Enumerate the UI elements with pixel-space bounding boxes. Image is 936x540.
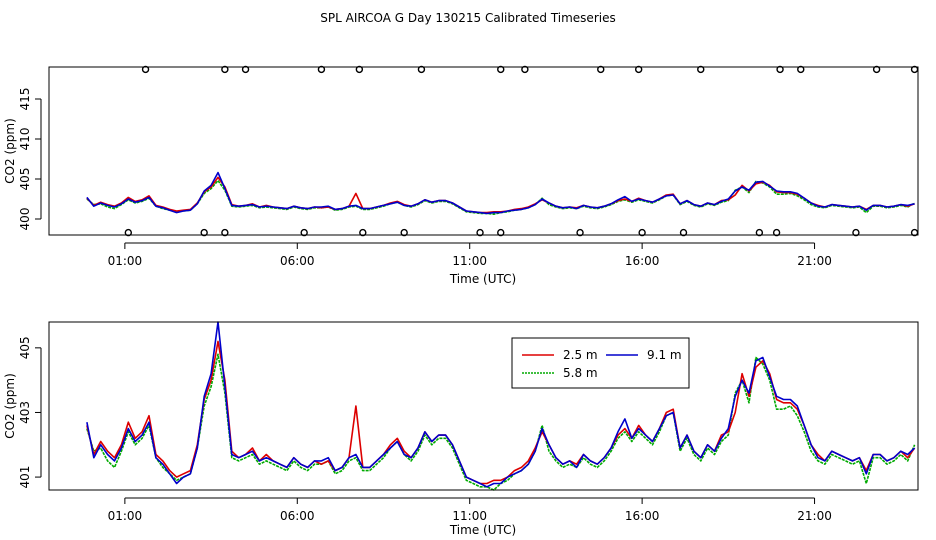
x-tick-label: 11:00 [452,509,487,523]
cal-marker-high [317,65,326,74]
figure-title: SPL AIRCOA G Day 130215 Calibrated Times… [320,11,615,25]
cal-marker-high [797,65,805,74]
series-layer-bottom [86,321,916,491]
plot-frame-top [48,66,919,236]
plot-frame-bottom [48,321,919,491]
cal-marker-low [200,228,208,237]
x-tick-label: 21:00 [797,254,832,268]
x-tick-label: 21:00 [797,509,832,523]
cal-marker-high [872,65,881,74]
x-axis-label-top: Time (UTC) [449,272,516,286]
x-tick-label: 01:00 [108,509,143,523]
cal-marker-low [124,228,133,237]
panel-bottom: 01:00 06:00 11:00 16:00 21:00 401 403 405 Time… [3,321,919,537]
cal-marker-low [755,228,764,237]
x-tick-label: 06:00 [280,509,315,523]
y-tick-label: 400 [18,208,32,231]
y-tick-label: 405 [18,336,32,359]
cal-marker-high [497,65,505,74]
y-tick-label: 410 [18,128,32,151]
cal-marker-low [638,228,646,237]
legend: 2.5 m 5.8 m 9.1 m [511,337,690,389]
series-line-2-5m-top [86,176,915,214]
cal-marker-high [417,65,426,74]
cal-markers-top [124,65,919,237]
cal-marker-low [221,228,229,237]
cal-marker-low [400,228,408,237]
x-axis-bottom: 01:00 06:00 11:00 16:00 21:00 [108,497,832,523]
x-axis-label-bottom: Time (UTC) [449,523,516,537]
cal-marker-low [497,228,505,237]
cal-marker-low [852,228,860,237]
panel-top: 01:00 06:00 11:00 16:00 21:00 400 405 410 415 T… [3,65,919,286]
series-line-9-1m-top [86,171,915,215]
series-layer-top [86,171,916,215]
x-axis-top: 01:00 06:00 11:00 16:00 21:00 [108,242,832,268]
series-line-2-5m-bottom [86,340,916,485]
y-axis-top: 400 405 410 415 [18,88,42,231]
y-axis-label-top: CO2 (ppm) [3,118,17,184]
y-tick-label: 403 [18,401,32,424]
y-axis-label-bottom: CO2 (ppm) [3,373,17,439]
cal-marker-high [221,65,229,74]
cal-marker-high [597,65,605,74]
legend-label-5-8m: 5.8 m [563,366,598,380]
cal-marker-low [679,228,688,237]
x-tick-label: 06:00 [280,254,315,268]
legend-box [511,337,690,389]
y-tick-label: 405 [18,168,32,191]
cal-marker-high [776,65,784,74]
cal-marker-high [521,65,529,74]
series-line-9-1m-bottom [86,321,916,488]
legend-label-9-1m: 9.1 m [647,348,682,362]
cal-marker-high [141,65,150,74]
x-tick-label: 11:00 [452,254,487,268]
x-tick-label: 16:00 [625,509,660,523]
cal-marker-high [697,65,705,74]
cal-marker-high [634,65,643,74]
legend-label-2-5m: 2.5 m [563,348,598,362]
cal-marker-low [576,228,584,237]
y-axis-bottom: 401 403 405 [18,336,42,489]
x-tick-label: 16:00 [625,254,660,268]
cal-marker-low [476,228,484,237]
cal-marker-high [355,65,364,74]
x-tick-label: 01:00 [108,254,143,268]
cal-marker-low [359,228,367,237]
y-tick-label: 401 [18,466,32,489]
cal-marker-low [772,228,781,237]
cal-marker-low [300,228,308,237]
cal-marker-high [241,65,250,74]
y-tick-label: 415 [18,88,32,111]
